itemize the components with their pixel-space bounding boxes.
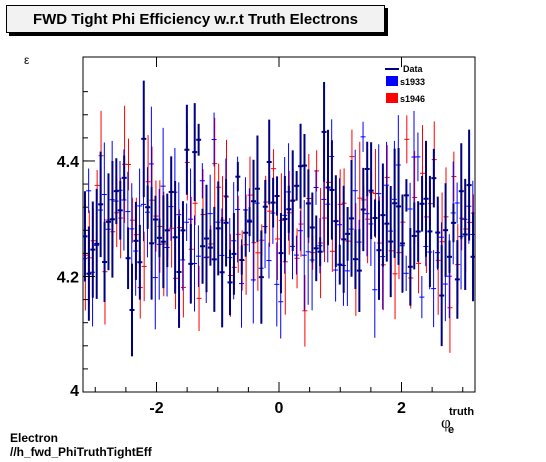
legend-s1933-swatch (386, 76, 398, 86)
title-box: FWD Tight Phi Efficiency w.r.t Truth Ele… (6, 5, 385, 33)
axis-layer: -2 0 2 4.2 4.4 4 (57, 57, 464, 417)
x-tick-label: 2 (397, 400, 406, 417)
chart-title: FWD Tight Phi Efficiency w.r.t Truth Ele… (32, 11, 359, 28)
plot-frame (82, 56, 476, 393)
legend: Data s1933 s1946 (385, 64, 425, 104)
x-axis-label-sup: truth (449, 406, 474, 418)
legend-s1933-label: s1933 (400, 77, 425, 87)
x-axis-label-main: φ (441, 413, 451, 432)
series-layer (83, 80, 475, 357)
x-tick-label: 0 (275, 400, 284, 417)
x-tick-label: -2 (149, 400, 163, 417)
y-tick-label: 4.2 (57, 269, 79, 286)
legend-data-label: Data (403, 64, 424, 74)
legend-s1946-label: s1946 (400, 94, 425, 104)
caption-line-2: //h_fwd_PhiTruthTightEff (10, 445, 152, 459)
caption-line-1: Electron (10, 431, 59, 445)
y-axis-label: ε (24, 53, 30, 67)
y-tick-label: 4.4 (57, 154, 79, 171)
legend-s1946-swatch (386, 93, 398, 103)
x-axis-label: φ truth e (441, 406, 474, 436)
y-tick-label-bottom: 4 (70, 383, 79, 400)
x-axis-label-sub: e (448, 424, 454, 436)
